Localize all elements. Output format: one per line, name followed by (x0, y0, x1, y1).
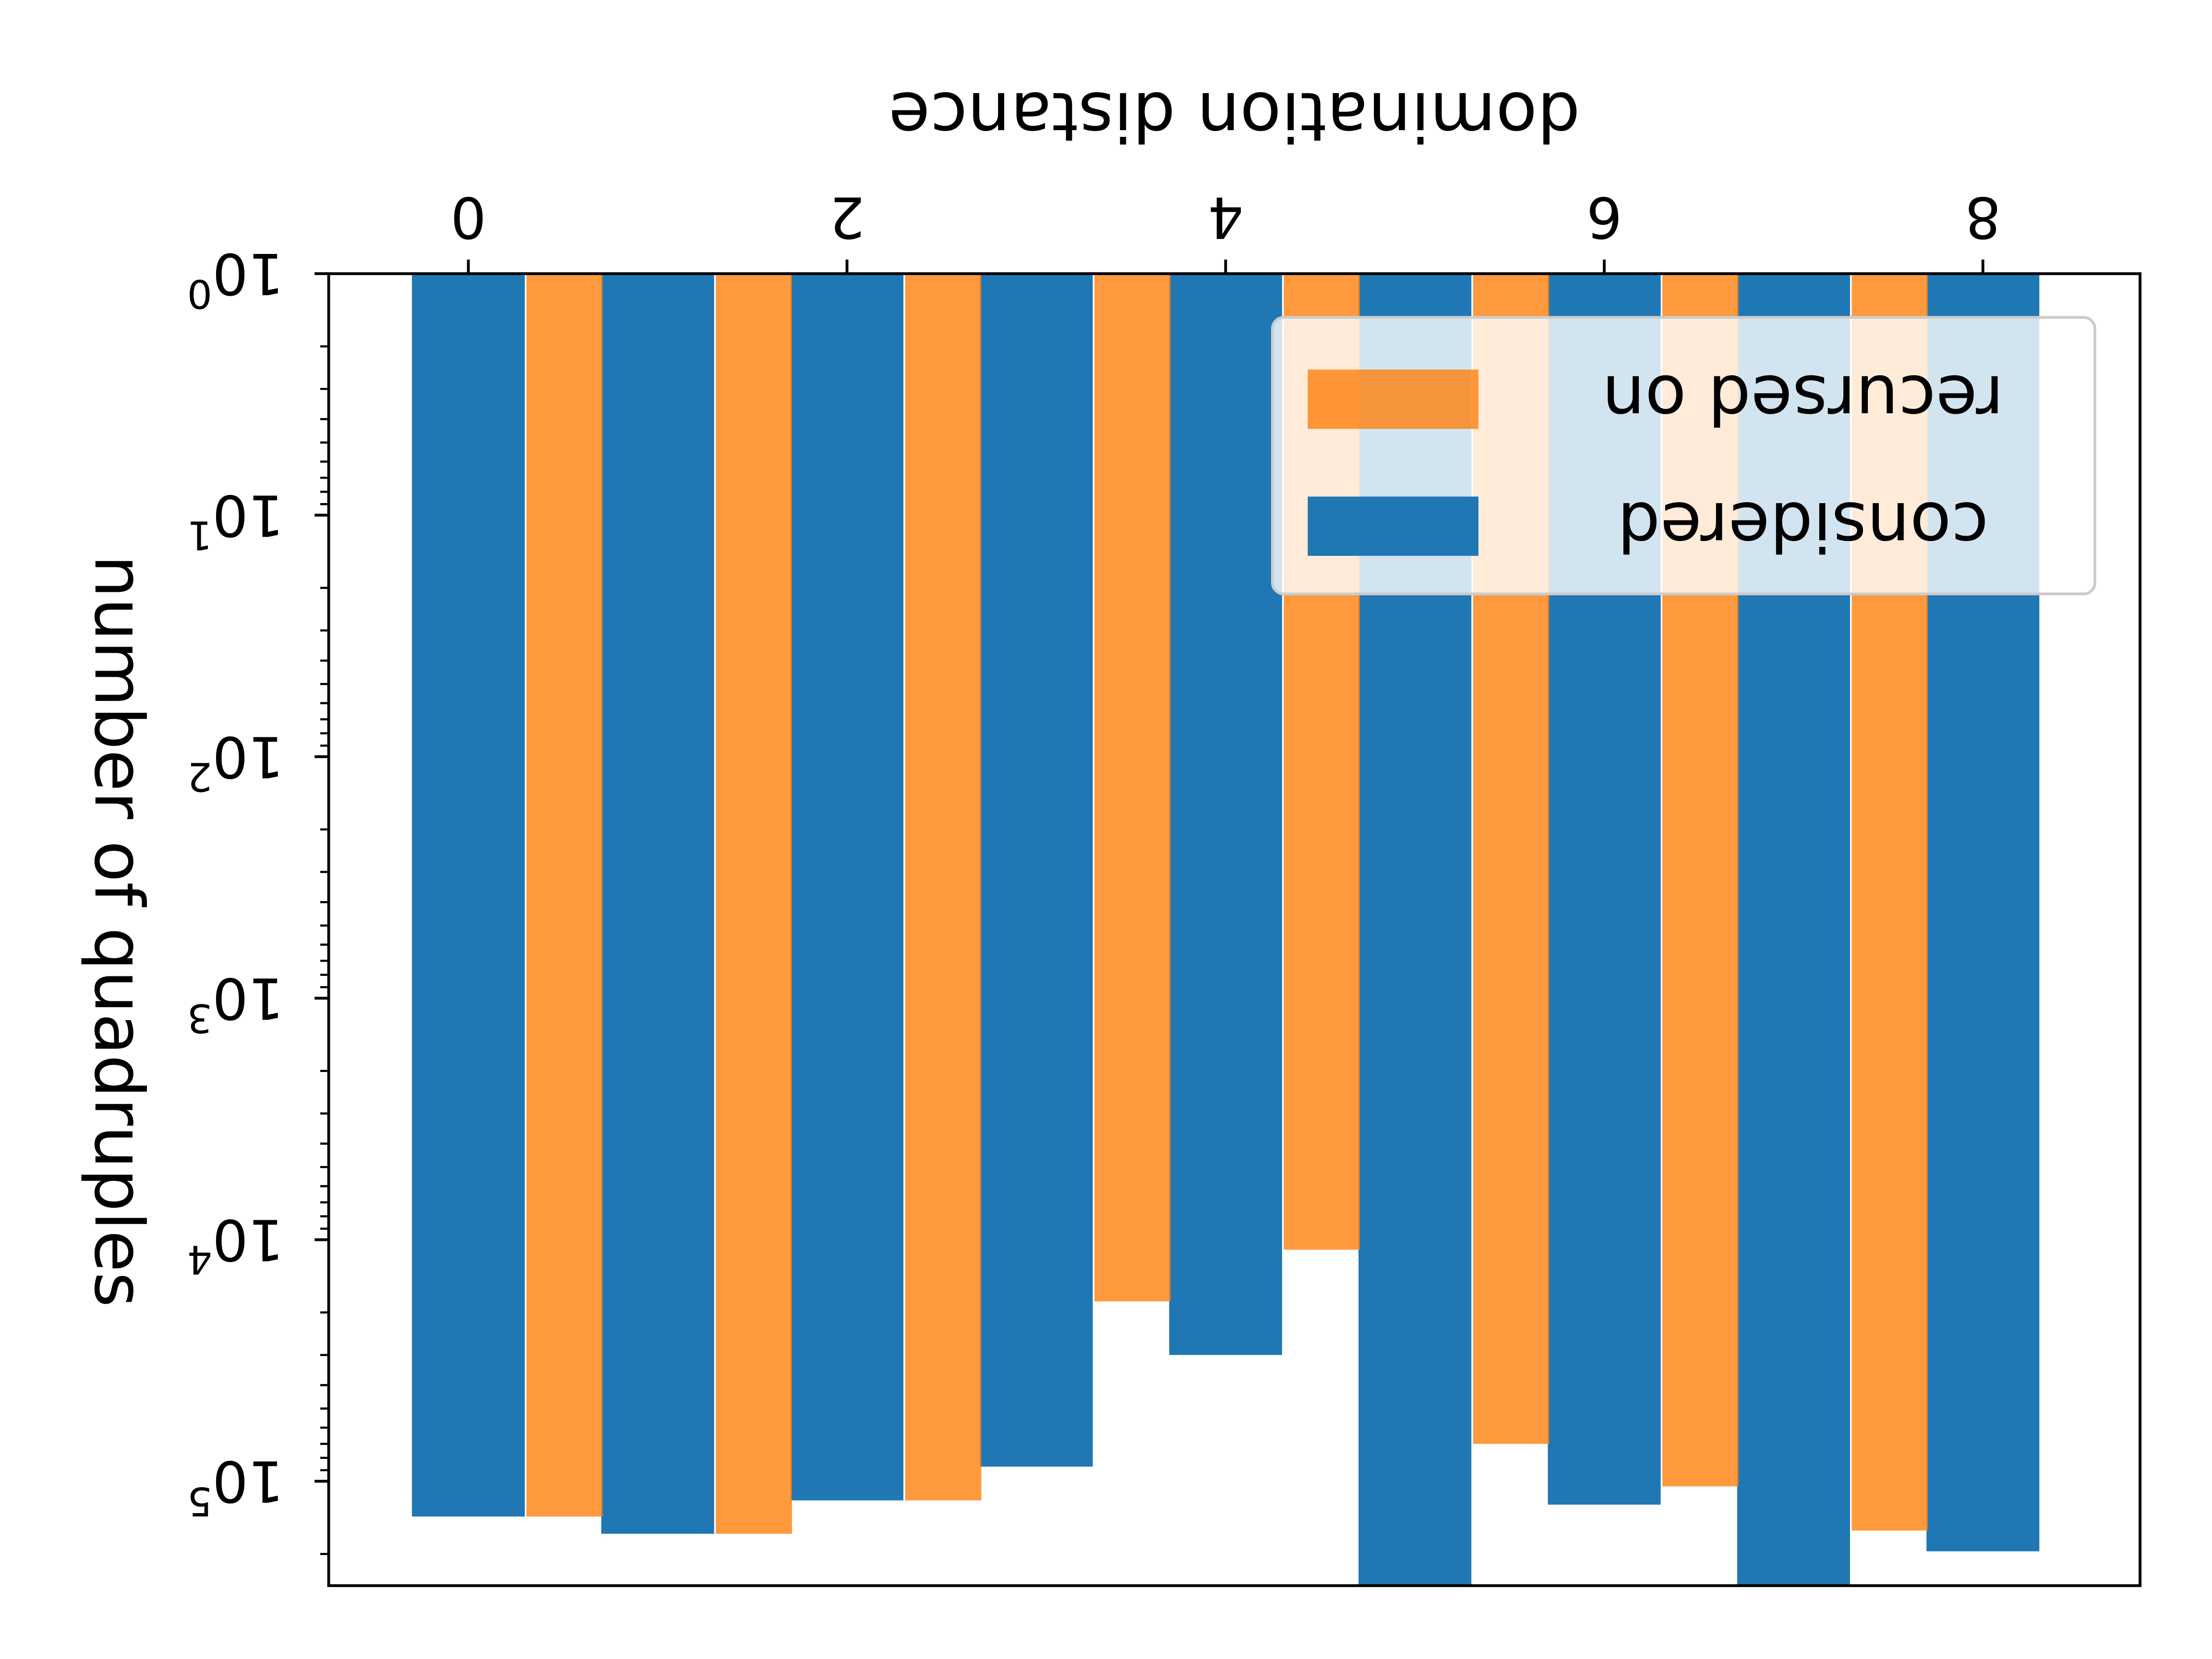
bar-recursed-on-2 (716, 274, 792, 1534)
y-tick-label-2: 102 (187, 724, 284, 799)
axis-labels: domination distance number of quadruples (79, 77, 1580, 1307)
x-axis-label: domination distance (889, 77, 1580, 156)
x-tick-label-2: 2 (829, 184, 865, 250)
y-tick-label-1: 101 (187, 482, 284, 558)
axes-frame (327, 272, 2142, 1587)
legend-swatch-recursed-on (1308, 369, 1479, 429)
legend-swatch-considered (1308, 496, 1479, 556)
bar-recursed-on-4 (1094, 274, 1171, 1302)
x-tick-label-0: 0 (450, 184, 486, 250)
bar-considered-0 (412, 274, 525, 1517)
y-axis-label: number of quadruples (79, 555, 158, 1307)
bar-considered-3 (980, 274, 1093, 1467)
bar-considered-2 (790, 274, 903, 1501)
x-tick-label-4: 4 (1208, 184, 1244, 250)
bar-recursed-on-1 (526, 274, 603, 1517)
plot-area (412, 274, 2040, 1586)
x-tick-label-8: 8 (1965, 184, 2001, 250)
bar-considered-4 (1169, 274, 1282, 1355)
bar-considered-1 (601, 274, 714, 1534)
legend-label-recursed-on: recursed on (1602, 360, 2004, 439)
y-tick-label-3: 103 (187, 965, 284, 1041)
y-tick-label-5: 105 (187, 1448, 284, 1524)
x-tick-label-6: 6 (1587, 184, 1623, 250)
y-tick-label-0: 100 (187, 241, 284, 316)
bar-recursed-on-3 (905, 274, 982, 1501)
y-tick-label-4: 104 (187, 1207, 284, 1282)
legend: recursed on considered (1271, 316, 2097, 596)
axes: 0 2 4 6 8 100 101 102 103 104 105 (187, 184, 2142, 1587)
legend-label-considered: considered (1617, 487, 1988, 565)
